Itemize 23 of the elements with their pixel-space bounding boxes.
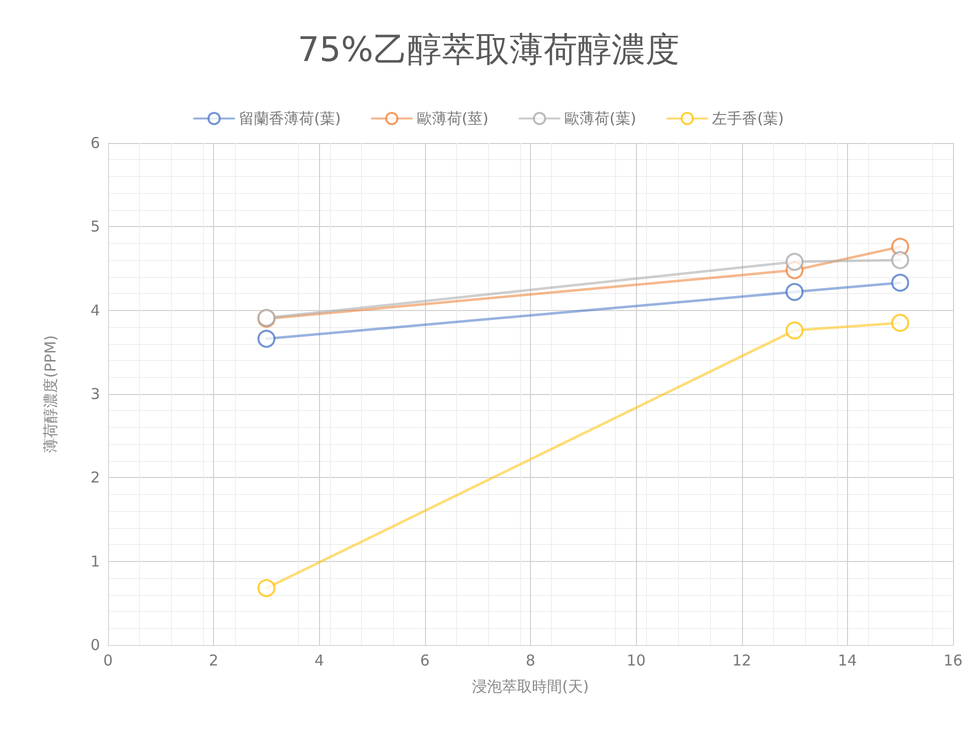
x-tick-label: 8 <box>526 652 536 670</box>
y-tick-label: 3 <box>90 385 100 403</box>
y-tick-label: 2 <box>90 468 100 487</box>
x-tick-label: 16 <box>943 652 963 670</box>
x-tick-label: 0 <box>103 652 113 670</box>
legend-label: 左手香(葉) <box>712 110 784 128</box>
legend-label: 歐薄荷(葉) <box>564 110 636 128</box>
y-tick-label: 6 <box>90 134 100 152</box>
y-tick-label: 0 <box>90 636 100 654</box>
x-tick-label: 6 <box>420 652 430 670</box>
y-tick-label: 5 <box>90 218 100 236</box>
legend-label: 歐薄荷(莖) <box>416 110 489 128</box>
x-axis-title: 浸泡萃取時間(天) <box>472 678 589 696</box>
chart-title: 75%乙醇萃取薄荷醇濃度 <box>298 30 680 70</box>
y-tick-label: 4 <box>90 301 100 320</box>
x-tick-label: 12 <box>732 652 752 670</box>
x-tick-label: 2 <box>208 652 218 670</box>
legend-label: 留蘭香薄荷(葉) <box>239 110 341 128</box>
x-tick-label: 10 <box>626 652 646 670</box>
y-axis-title: 薄荷醇濃度(PPM) <box>42 335 60 453</box>
y-tick-label: 1 <box>90 552 100 570</box>
x-tick-label: 14 <box>838 652 857 670</box>
x-tick-label: 4 <box>314 652 324 670</box>
